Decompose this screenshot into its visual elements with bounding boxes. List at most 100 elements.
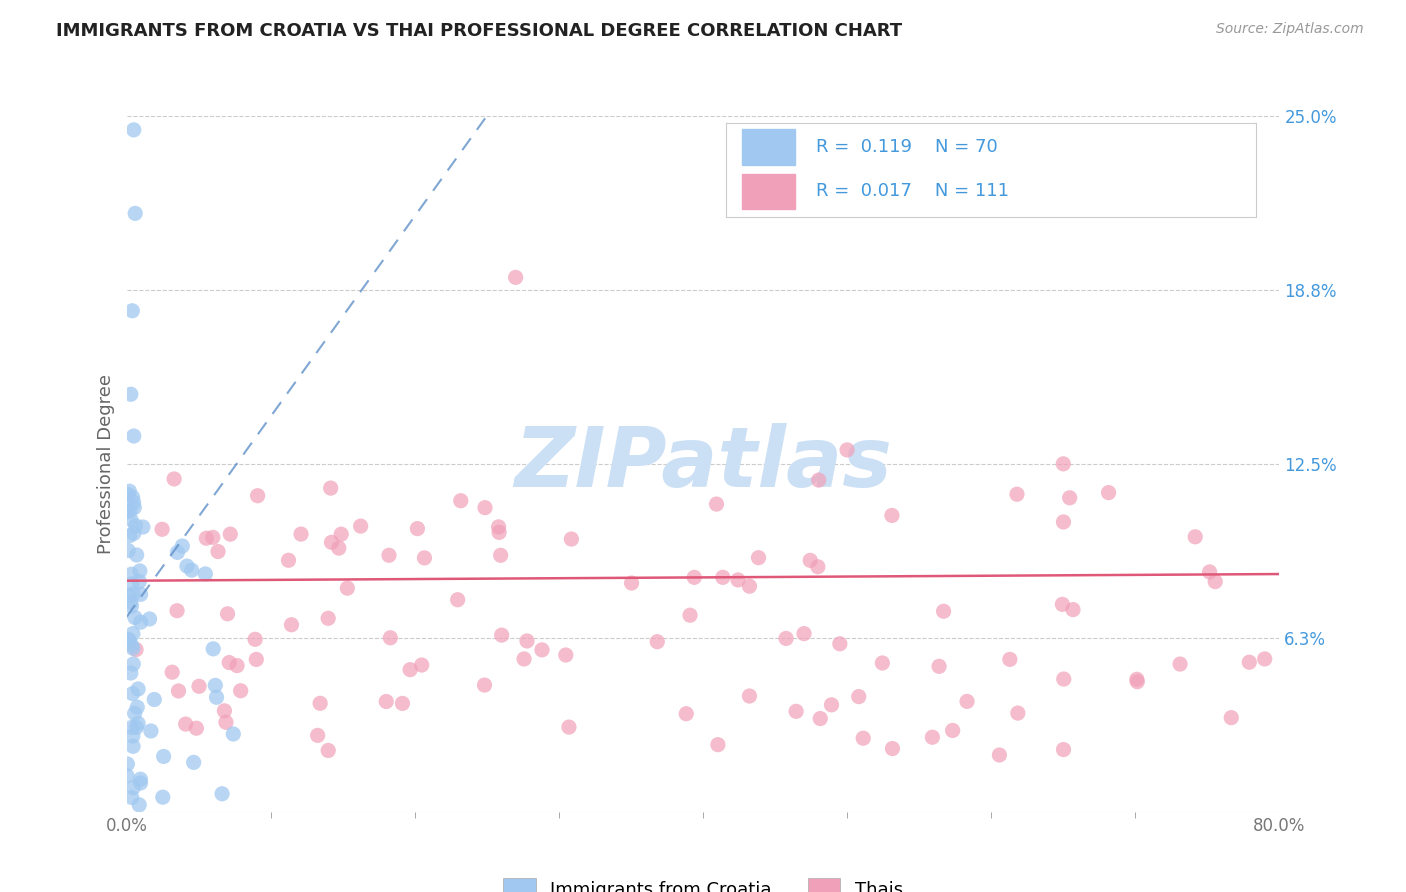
Point (799, 553, 821, 567)
Text: Source: ZipAtlas.com: Source: ZipAtlas.com (1216, 22, 1364, 37)
Point (316, 611, 339, 625)
Point (1053, 672, 1076, 686)
Point (491, 628, 513, 642)
Point (121, 577, 143, 591)
Point (828, 637, 851, 651)
Point (127, 700, 149, 714)
Point (121, 720, 143, 734)
Y-axis label: Professional Degree: Professional Degree (97, 374, 115, 554)
Point (118, 633, 141, 648)
Point (505, 270, 527, 285)
Point (194, 566, 217, 581)
Point (160, 665, 183, 680)
Point (560, 532, 582, 546)
Point (413, 550, 436, 565)
Point (152, 749, 174, 764)
Point (214, 704, 236, 718)
Point (152, 790, 174, 805)
Point (122, 123, 145, 137)
Point (330, 527, 353, 541)
Point (489, 549, 512, 563)
Point (474, 500, 496, 515)
Point (807, 559, 830, 574)
Point (125, 548, 148, 562)
Point (1005, 487, 1028, 501)
Point (785, 704, 807, 718)
Point (1184, 530, 1206, 544)
Point (122, 739, 145, 754)
Point (411, 658, 433, 673)
Point (124, 206, 146, 220)
Point (1007, 706, 1029, 720)
Point (202, 641, 225, 656)
Point (188, 679, 211, 693)
Point (207, 544, 229, 558)
Point (117, 543, 139, 558)
Text: IMMIGRANTS FROM CROATIA VS THAI PROFESSIONAL DEGREE CORRELATION CHART: IMMIGRANTS FROM CROATIA VS THAI PROFESSI… (56, 22, 903, 40)
Point (513, 652, 536, 666)
Point (707, 738, 730, 752)
Point (516, 634, 538, 648)
Point (115, 769, 138, 783)
Point (391, 697, 413, 711)
Point (679, 608, 702, 623)
Point (124, 706, 146, 721)
Point (121, 490, 143, 504)
Point (150, 522, 173, 536)
Point (218, 656, 240, 670)
Point (399, 663, 422, 677)
Point (928, 659, 950, 673)
Point (122, 495, 145, 509)
Point (129, 772, 152, 787)
Point (122, 526, 145, 541)
Point (1059, 491, 1081, 505)
Point (121, 638, 143, 652)
Point (122, 780, 145, 795)
Point (942, 723, 965, 738)
Point (316, 743, 339, 757)
Point (127, 716, 149, 731)
Point (328, 541, 350, 555)
Point (554, 648, 576, 662)
Point (226, 658, 249, 673)
Point (138, 612, 160, 626)
Point (139, 723, 162, 738)
Point (128, 574, 150, 589)
Point (120, 512, 142, 526)
Point (121, 729, 143, 743)
Point (450, 493, 472, 508)
Point (186, 721, 208, 735)
Point (128, 797, 150, 812)
Point (132, 520, 155, 534)
Point (222, 727, 245, 741)
Point (243, 632, 266, 647)
Point (872, 656, 894, 670)
Point (474, 678, 496, 692)
Point (120, 387, 142, 401)
Point (808, 712, 831, 726)
Point (807, 473, 830, 487)
Point (167, 684, 190, 698)
Point (406, 522, 429, 536)
Point (620, 576, 643, 591)
Point (205, 690, 228, 705)
Point (706, 497, 728, 511)
Point (956, 694, 979, 708)
Point (121, 687, 143, 701)
Point (727, 573, 749, 587)
Point (319, 481, 342, 495)
Point (120, 567, 142, 582)
Point (215, 715, 238, 730)
Point (122, 626, 145, 640)
Point (1126, 673, 1149, 687)
Point (1220, 711, 1243, 725)
Point (921, 730, 943, 744)
Point (180, 563, 202, 577)
Point (183, 756, 205, 770)
Point (117, 756, 139, 771)
Point (172, 539, 194, 553)
Text: ZIPatlas: ZIPatlas (515, 424, 891, 504)
Point (174, 717, 197, 731)
Point (166, 545, 188, 559)
Point (121, 790, 143, 805)
